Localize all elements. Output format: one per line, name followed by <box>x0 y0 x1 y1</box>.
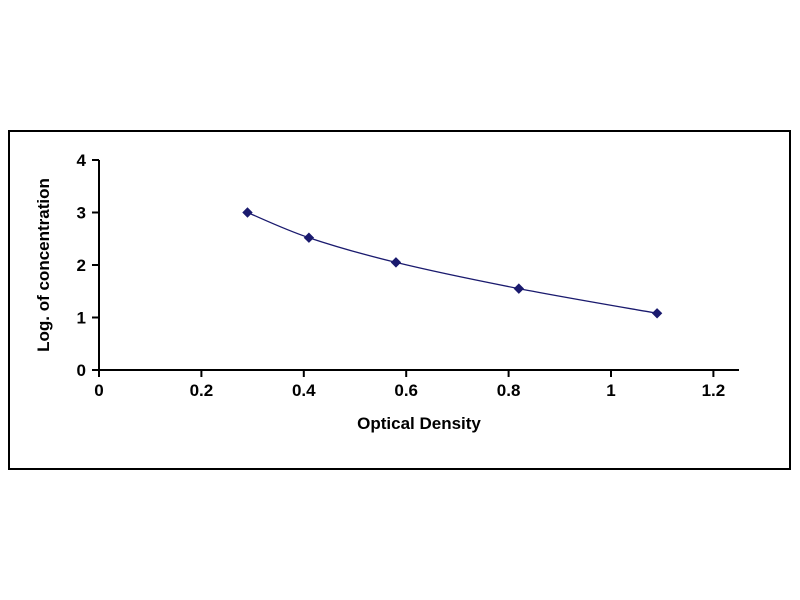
y-tick-label: 3 <box>77 204 86 223</box>
x-axis-label: Optical Density <box>357 414 481 433</box>
data-point-marker <box>651 308 663 319</box>
x-tick-label: 0.4 <box>292 381 316 400</box>
chart-frame: 0 0.2 0.4 0.6 0.8 1 1.2 0 1 2 3 4 Log. of concentra… <box>8 130 791 470</box>
y-tick-label: 1 <box>77 309 86 328</box>
data-point-marker <box>242 207 253 218</box>
y-axis-label: Log. of concentration <box>34 178 53 352</box>
data-point-marker <box>390 257 402 268</box>
chart-canvas: 0 0.2 0.4 0.6 0.8 1 1.2 0 1 2 3 4 <box>77 151 739 400</box>
y-tick-label: 2 <box>77 256 86 275</box>
y-tick-label: 4 <box>77 151 87 170</box>
x-tick-label: 0.2 <box>190 381 214 400</box>
data-point-marker <box>303 232 315 243</box>
x-tick-label: 0 <box>94 381 103 400</box>
data-point-marker <box>513 283 525 294</box>
x-tick-label: 1 <box>606 381 615 400</box>
x-tick-label: 0.6 <box>394 381 418 400</box>
curve-line <box>247 211 658 314</box>
x-tick-label: 0.8 <box>497 381 521 400</box>
x-tick-label: 1.2 <box>702 381 726 400</box>
y-tick-label: 0 <box>77 361 86 380</box>
